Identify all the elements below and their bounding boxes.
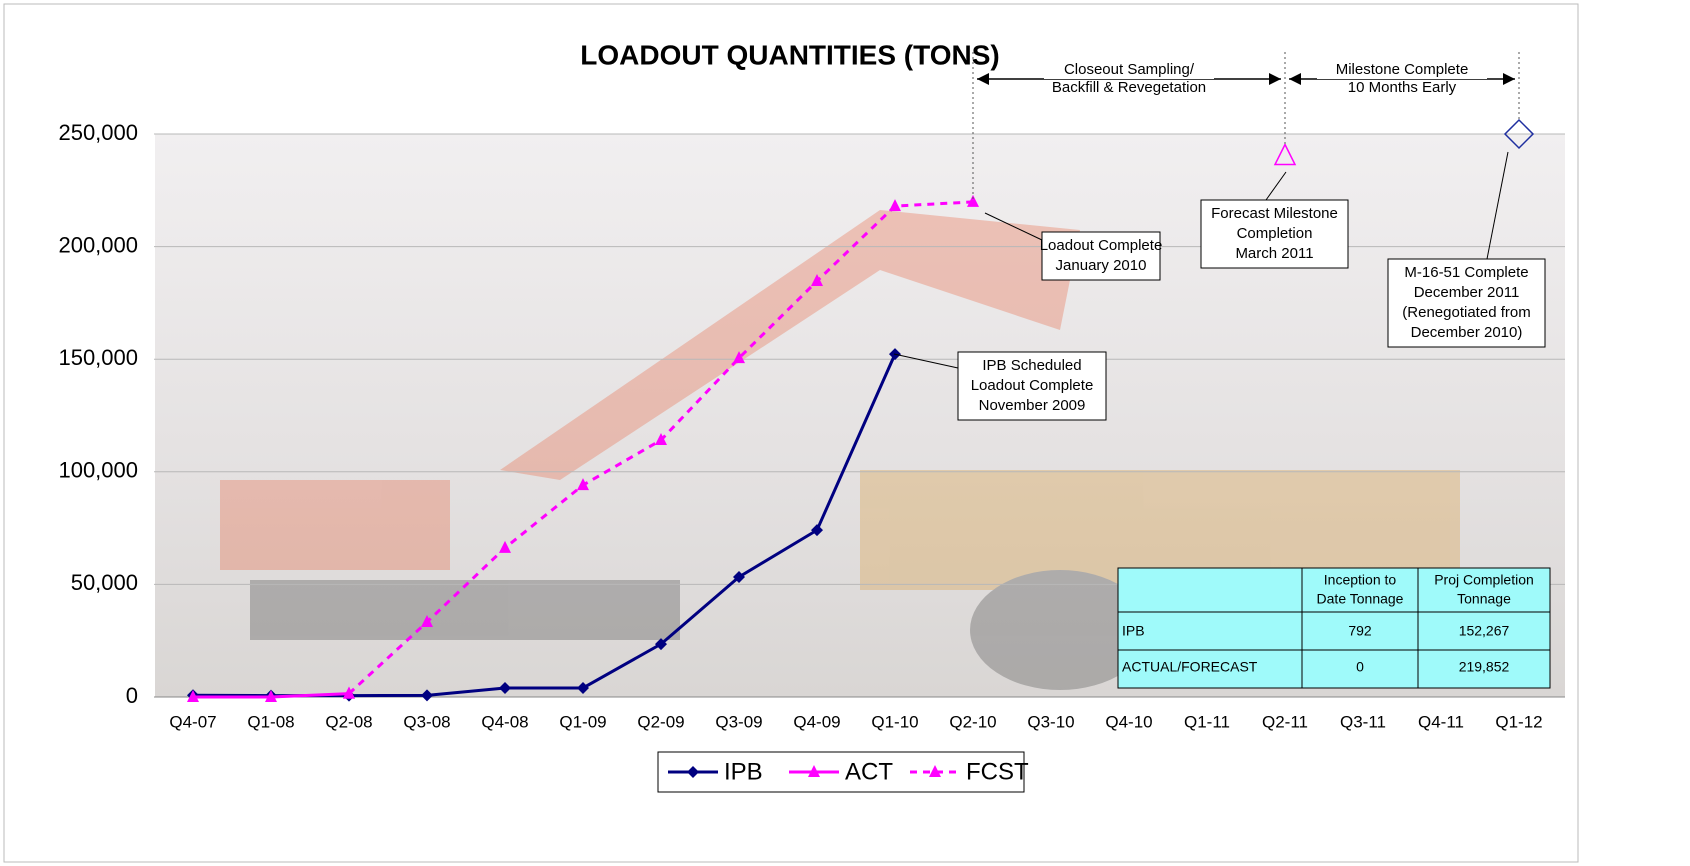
annotation-text: IPB Scheduled [982, 357, 1081, 374]
annotation-text: Forecast Milestone [1211, 205, 1338, 222]
table-row-label: ACTUAL/FORECAST [1122, 659, 1258, 675]
y-tick-label: 250,000 [58, 120, 138, 145]
x-tick-label: Q2-11 [1262, 712, 1308, 731]
milestone-marker [1503, 118, 1535, 150]
legend-marker [929, 765, 941, 777]
table-cell: 0 [1356, 659, 1364, 675]
point [499, 681, 511, 694]
legend-entry: FCST [910, 758, 1029, 785]
milestone-marker [1273, 142, 1297, 166]
annotation-text: Completion [1237, 225, 1313, 242]
point [655, 433, 667, 446]
point [733, 570, 745, 583]
point [577, 681, 589, 694]
x-tick-label: Q4-08 [481, 712, 528, 731]
x-tick-label: Q2-09 [637, 712, 684, 731]
leader-line [1265, 171, 1287, 201]
x-tick-label: Q4-10 [1105, 712, 1152, 731]
point [577, 478, 589, 491]
x-tick-label: Q1-08 [247, 712, 294, 731]
table-row-label: IPB [1122, 623, 1145, 639]
table-header: Date Tonnage [1317, 591, 1404, 607]
point [421, 689, 433, 702]
annotation-text: March 2011 [1235, 245, 1313, 262]
span-label: Closeout Sampling/ [1064, 61, 1195, 78]
y-tick-label: 150,000 [58, 345, 138, 370]
x-tick-label: Q3-10 [1027, 712, 1074, 731]
annotation-text: December 2011 [1414, 284, 1520, 301]
point [967, 194, 979, 207]
x-tick-label: Q2-10 [949, 712, 996, 731]
point [811, 274, 823, 287]
chart-title: LOADOUT QUANTITIES (TONS) [580, 39, 999, 70]
table-cell: 152,267 [1459, 623, 1510, 639]
leader-line [984, 212, 1043, 241]
annotation-box [957, 351, 1107, 421]
x-tick-label: Q4-07 [169, 712, 216, 731]
table-header: Proj Completion [1434, 572, 1534, 588]
annotation-text: (Renegotiated from [1402, 304, 1530, 321]
legend-entry: ACT [789, 758, 893, 785]
legend-box [657, 751, 1025, 793]
x-tick-label: Q4-11 [1418, 712, 1464, 731]
annotation-box [1041, 231, 1161, 281]
x-tick-label: Q1-11 [1184, 712, 1230, 731]
x-tick-label: Q4-09 [793, 712, 840, 731]
point [655, 638, 667, 651]
annotation-text: M-16-51 Complete [1404, 264, 1528, 281]
x-tick-label: Q2-08 [325, 712, 372, 731]
point [811, 524, 823, 537]
x-tick-label: Q1-12 [1495, 712, 1542, 731]
point [889, 199, 901, 212]
span-label-bg [1044, 61, 1214, 79]
y-tick-label: 200,000 [58, 232, 138, 257]
span-label: 10 Months Early [1348, 79, 1457, 96]
table-header: Tonnage [1457, 591, 1511, 607]
legend-marker [808, 765, 820, 777]
point [343, 686, 355, 699]
legend-label: IPB [724, 758, 763, 785]
point [421, 615, 433, 628]
annotation-box [1200, 199, 1349, 269]
annotation-text: January 2010 [1056, 257, 1147, 274]
table-bg [1117, 567, 1551, 689]
point [733, 351, 745, 364]
span-label: Milestone Complete [1336, 61, 1469, 78]
x-tick-label: Q3-11 [1340, 712, 1386, 731]
point [265, 690, 277, 702]
leader-line [893, 353, 959, 369]
table-header: Inception to [1324, 572, 1397, 588]
annotation-text: December 2010) [1411, 324, 1523, 341]
table-cell: 219,852 [1459, 659, 1510, 675]
annotation-text: November 2009 [979, 397, 1086, 414]
x-tick-label: Q3-09 [715, 712, 762, 731]
leader-line [1486, 151, 1509, 260]
annotation-text: Loadout Complete [971, 377, 1094, 394]
point [499, 540, 511, 553]
point [187, 690, 199, 702]
span-label-bg [1317, 61, 1487, 79]
y-tick-label: 0 [126, 683, 138, 708]
x-tick-label: Q1-10 [871, 712, 918, 731]
legend-entry: IPB [668, 758, 763, 785]
y-tick-label: 50,000 [71, 570, 138, 595]
x-tick-label: Q1-09 [559, 712, 606, 731]
legend-label: FCST [966, 758, 1029, 785]
legend-marker [687, 766, 699, 778]
x-tick-label: Q3-08 [403, 712, 450, 731]
span-label: Backfill & Revegetation [1052, 79, 1206, 96]
legend-label: ACT [845, 758, 893, 785]
y-tick-label: 100,000 [58, 458, 138, 483]
annotation-text: Loadout Complete [1040, 237, 1163, 254]
annotation-box [1387, 258, 1546, 348]
table-cell: 792 [1348, 623, 1372, 639]
